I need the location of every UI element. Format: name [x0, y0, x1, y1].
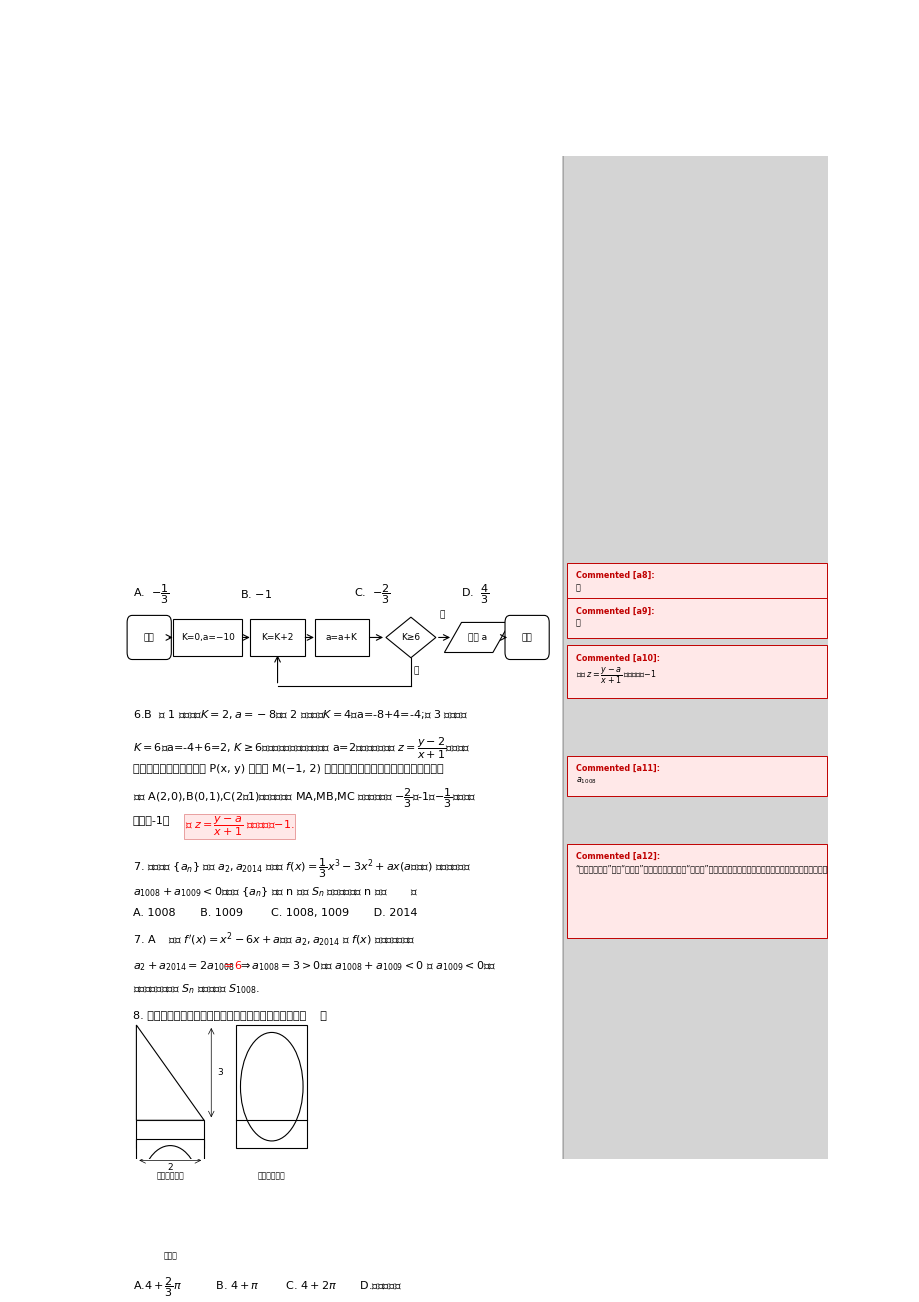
Text: $a_{1008}+a_{1009}<0$，则使 $\{a_n\}$ 的前 n 项和 $S_n$ 取得最大值的 n 为（       ）: $a_{1008}+a_{1009}<0$，则使 $\{a_n\}$ 的前 n …	[132, 885, 417, 898]
Text: 左（侧）视图: 左（侧）视图	[257, 1172, 285, 1181]
FancyBboxPatch shape	[566, 844, 826, 939]
FancyBboxPatch shape	[566, 755, 826, 796]
Text: 2: 2	[167, 1164, 173, 1172]
Text: 主（正）视图: 主（正）视图	[156, 1172, 184, 1181]
Text: $a_2+a_{2014}=2a_{1008}$: $a_2+a_{2014}=2a_{1008}$	[132, 960, 234, 973]
Text: K=K+2: K=K+2	[261, 633, 293, 642]
FancyBboxPatch shape	[250, 620, 304, 655]
Text: A.  $-\dfrac{1}{3}$: A. $-\dfrac{1}{3}$	[132, 582, 169, 607]
Bar	[115, 156, 562, 1159]
Text: 别为 A(2,0),B(0,1),C(2，1)，易求得直线 MA,MB,MC 的斜率分别为 $-\dfrac{2}{3}$，-1，$-\dfrac{1}{3}$: 别为 A(2,0),B(0,1),C(2，1)，易求得直线 MA,MB,MC 的…	[132, 786, 476, 810]
Polygon shape	[444, 622, 509, 652]
Text: 小的为-1，: 小的为-1，	[132, 815, 170, 825]
FancyBboxPatch shape	[566, 564, 826, 603]
Text: 7. 等差数列 $\{a_n\}$ 中的 $a_2,a_{2014}$ 是函数 $f(x)=\dfrac{1}{3}x^3-3x^2+ax$($a$为常数) 的: 7. 等差数列 $\{a_n\}$ 中的 $a_2,a_{2014}$ 是函数 …	[132, 857, 471, 880]
FancyBboxPatch shape	[566, 599, 826, 638]
Bar	[236, 1025, 307, 1148]
Text: C.  $-\dfrac{2}{3}$: C. $-\dfrac{2}{3}$	[354, 582, 391, 607]
Text: 俯视图: 俯视图	[164, 1251, 177, 1260]
Text: A.$4+\dfrac{2}{3}\pi$          B. $4+\pi$        C. $4+2\pi$       D.以上都不对: A.$4+\dfrac{2}{3}\pi$ B. $4+\pi$ C. $4+2…	[132, 1276, 402, 1299]
Text: 开始: 开始	[143, 633, 154, 642]
Text: Commented [a11]:: Commented [a11]:	[575, 764, 659, 773]
Text: A. 1008       B. 1009        C. 1008, 1009       D. 2014: A. 1008 B. 1009 C. 1008, 1009 D. 2014	[132, 909, 417, 918]
FancyBboxPatch shape	[505, 616, 549, 660]
Polygon shape	[136, 1025, 204, 1120]
Bar	[136, 1120, 204, 1148]
FancyBboxPatch shape	[314, 620, 369, 655]
Text: Commented [a10]:: Commented [a10]:	[575, 654, 659, 663]
FancyBboxPatch shape	[566, 646, 826, 698]
FancyBboxPatch shape	[174, 620, 242, 655]
Text: ，故 $z=\dfrac{y-a}{x+1}$ 的最小值是−1: ，故 $z=\dfrac{y-a}{x+1}$ 的最小值是−1	[575, 665, 656, 686]
Text: 是: 是	[439, 611, 444, 620]
Text: 3: 3	[217, 1068, 222, 1077]
Text: 结束: 结束	[521, 633, 532, 642]
Text: 6.B  第 1 次循环，$K=2,a=-8$；第 2 次循环，$K=4$，a=-8+4=-4;第 3 次循环，: 6.B 第 1 次循环，$K=2,a=-8$；第 2 次循环，$K=4$，a=-…	[132, 708, 468, 720]
Text: 8. 一个空间几何体的三视图如图，则该几何体的体积为（    ）: 8. 一个空间几何体的三视图如图，则该几何体的体积为（ ）	[132, 1010, 326, 1019]
Bar	[562, 156, 827, 1159]
Ellipse shape	[240, 1032, 302, 1141]
Text: K≥6: K≥6	[401, 633, 420, 642]
Text: 7. A    因为 $f'(x)=x^2-6x+a$，而 $a_2,a_{2014}$ 为 $f(x)$ 的极值点，所以: 7. A 因为 $f'(x)=x^2-6x+a$，而 $a_2,a_{2014}…	[132, 931, 415, 949]
FancyBboxPatch shape	[127, 616, 171, 660]
Text: 一个正数项，所以 $S_n$ 的最大值为 $S_{1008}$.: 一个正数项，所以 $S_n$ 的最大值为 $S_{1008}$.	[132, 982, 259, 996]
Text: 输出 a: 输出 a	[467, 633, 486, 642]
Text: 意义是点过可行域内的点 P(x, y) 与定点 M(−1, 2) 的直线的斜率值，平面区域的三个顶点分: 意义是点过可行域内的点 P(x, y) 与定点 M(−1, 2) 的直线的斜率值…	[132, 764, 443, 773]
Text: $\Rightarrow a_{1008}=3>0$，由 $a_{1008}+a_{1009}<0$ 知 $a_{1009}<0$，故: $\Rightarrow a_{1008}=3>0$，由 $a_{1008}+a…	[237, 960, 495, 973]
Text: 删: 删	[575, 583, 580, 592]
Text: Commented [a12]:: Commented [a12]:	[575, 852, 659, 861]
Text: $a_{1008}$: $a_{1008}$	[575, 776, 596, 786]
Text: Commented [a9]:: Commented [a9]:	[575, 607, 653, 616]
Text: B. $-1$: B. $-1$	[240, 589, 271, 600]
Text: $K=6$，a=-4+6=2, $K\geq6$，此时满足条件则输出，故 a=2，即目标函数为 $z=\dfrac{y-2}{x+1}$，其几何: $K=6$，a=-4+6=2, $K\geq6$，此时满足条件则输出，故 a=2…	[132, 736, 470, 762]
Text: 点: 点	[575, 618, 580, 628]
Text: $=6$: $=6$	[221, 960, 243, 971]
Text: Commented [a8]:: Commented [a8]:	[575, 572, 653, 581]
Text: “主（正）视图”改为“主视图”，左（侧）视图改为“左视图”（对照了江西历年的高考卷，都是这样标注的，主要是考虑教材版本问题，故这个不需要改动）: “主（正）视图”改为“主视图”，左（侧）视图改为“左视图”（对照了江西历年的高考…	[575, 865, 908, 874]
Polygon shape	[386, 617, 436, 658]
Text: 否: 否	[414, 667, 419, 676]
Bar	[136, 1139, 204, 1243]
Text: D.  $\dfrac{4}{3}$: D. $\dfrac{4}{3}$	[460, 582, 489, 607]
Text: K=0,a=−10: K=0,a=−10	[180, 633, 234, 642]
Ellipse shape	[141, 1146, 199, 1237]
Text: 故 $z=\dfrac{y-a}{x+1}$ 的最小值是−1.: 故 $z=\dfrac{y-a}{x+1}$ 的最小值是−1.	[185, 815, 294, 838]
Text: a=a+K: a=a+K	[325, 633, 357, 642]
